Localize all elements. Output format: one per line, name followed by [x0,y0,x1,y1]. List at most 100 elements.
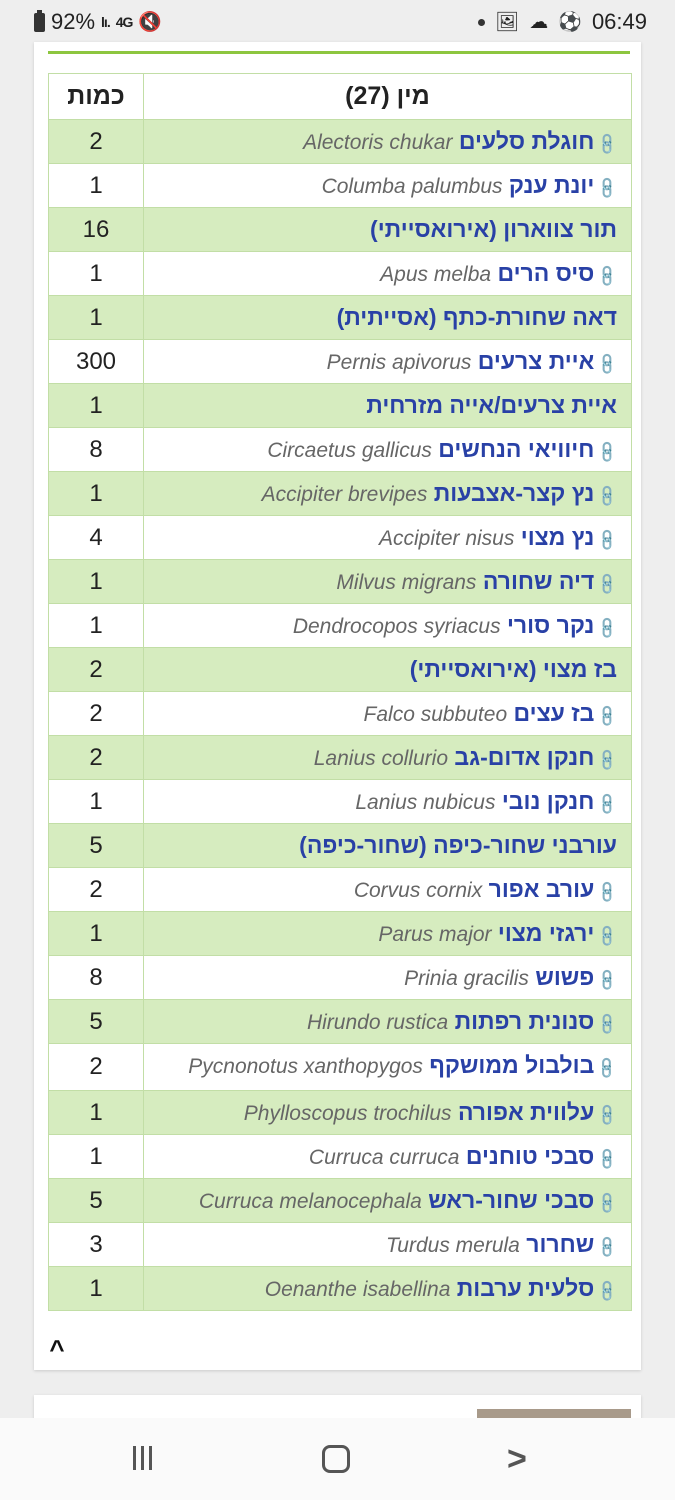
species-hebrew-name[interactable]: איית צרעים [477,348,595,374]
species-hebrew-name[interactable]: חיוויאי הנחשים [438,436,595,462]
species-latin-name: Hirundo rustica [306,1011,449,1034]
link-icon[interactable]: 🔗 [595,1234,621,1260]
species-hebrew-name[interactable]: בולבול ממושקף [429,1052,595,1078]
species-latin-name: Falco subbuteo [363,703,508,726]
link-icon[interactable]: 🔗 [595,131,621,157]
species-hebrew-name[interactable]: בז עצים [513,700,595,726]
quantity-cell: 3 [48,1222,144,1267]
quantity-cell: 1 [48,163,144,208]
species-cell: בז מצוי (אירואסייתי) [143,647,632,692]
link-icon[interactable]: 🔗 [595,967,621,993]
species-hebrew-name[interactable]: עלווית אפורה [457,1099,595,1125]
quantity-cell: 2 [48,735,144,780]
quantity-cell: 2 [48,867,144,912]
species-hebrew-name[interactable]: תור צווארון (אירואסייתי) [370,216,617,242]
species-hebrew-name[interactable]: סבכי שחור-ראש [428,1187,595,1213]
species-hebrew-name[interactable]: נקר סורי [506,612,595,638]
quantity-cell: 1 [48,1134,144,1179]
species-hebrew-name[interactable]: סלעית ערבות [456,1275,595,1301]
table-row: 🔗סבכי שחור-ראש Curruca melanocephala 5 [48,1178,632,1223]
table-row: 🔗בולבול ממושקף Pycnonotus xanthopygos 2 [48,1043,632,1091]
link-icon[interactable]: 🔗 [595,1102,621,1128]
species-hebrew-name[interactable]: איית צרעים/אייה מזרחית [366,392,617,418]
species-cell: 🔗סבכי טוחנים Curruca curruca [143,1134,632,1179]
species-hebrew-name[interactable]: בז מצוי (אירואסייתי) [409,656,617,682]
species-latin-name: Pycnonotus xanthopygos [188,1055,423,1078]
collapse-up-icon[interactable]: ^ [49,1334,65,1364]
link-icon[interactable]: 🔗 [595,923,621,949]
quantity-cell: 1 [48,383,144,428]
species-cell: 🔗סלעית ערבות Oenanthe isabellina [143,1266,632,1311]
species-column-header[interactable]: מין (27) [143,73,632,120]
species-hebrew-name[interactable]: סיס הרים [497,260,595,286]
link-icon[interactable]: 🔗 [595,439,621,465]
network-type: 4G [115,14,134,30]
link-icon[interactable]: 🔗 [595,1011,621,1037]
species-cell: 🔗חיוויאי הנחשים Circaetus gallicus [143,427,632,472]
species-hebrew-name[interactable]: דאה שחורת-כתף (אסייתית) [336,304,617,330]
table-row: 🔗נץ מצוי Accipiter nisus 4 [48,515,632,560]
species-hebrew-name[interactable]: סבכי טוחנים [465,1143,595,1169]
species-cell: 🔗פשוש Prinia gracilis [143,955,632,1000]
species-hebrew-name[interactable]: עורבני שחור-כיפה (שחור-כיפה) [299,832,617,858]
link-icon[interactable]: 🔗 [595,1278,621,1304]
species-cell: 🔗בז עצים Falco subbuteo [143,691,632,736]
species-hebrew-name[interactable]: חוגלת סלעים [458,128,595,154]
link-icon[interactable]: 🔗 [595,263,621,289]
table-row: 🔗דיה שחורה Milvus migrans 1 [48,559,632,604]
recent-apps-button[interactable] [133,1446,152,1470]
mute-icon: 🔇 [138,12,163,33]
species-hebrew-name[interactable]: חנקן אדום-גב [454,744,595,770]
link-icon[interactable]: 🔗 [595,1190,621,1216]
table-row: איית צרעים/אייה מזרחית 1 [48,383,632,428]
link-icon[interactable]: 🔗 [595,791,621,817]
quantity-cell: 1 [48,779,144,824]
quantity-cell: 300 [48,339,144,384]
species-cell: 🔗נץ קצר-אצבעות Accipiter brevipes [143,471,632,516]
quantity-cell: 1 [48,251,144,296]
species-latin-name: Curruca curruca [308,1146,460,1169]
table-row: 🔗נץ קצר-אצבעות Accipiter brevipes 1 [48,471,632,516]
link-icon[interactable]: 🔗 [595,703,621,729]
table-row: 🔗חיוויאי הנחשים Circaetus gallicus 8 [48,427,632,472]
species-hebrew-name[interactable]: שחרור [526,1231,595,1257]
species-hebrew-name[interactable]: יונת ענק [508,172,595,198]
species-hebrew-name[interactable]: דיה שחורה [482,568,595,594]
table-row: 🔗סבכי טוחנים Curruca curruca 1 [48,1134,632,1179]
link-icon[interactable]: 🔗 [595,351,621,377]
species-latin-name: Phylloscopus trochilus [243,1102,452,1125]
species-hebrew-name[interactable]: נץ קצר-אצבעות [433,480,595,506]
link-icon[interactable]: 🔗 [595,747,621,773]
link-icon[interactable]: 🔗 [595,615,621,641]
species-cell: 🔗חוגלת סלעים Alectoris chukar [143,119,632,164]
species-latin-name: Turdus merula [386,1234,520,1257]
link-icon[interactable]: 🔗 [595,175,621,201]
quantity-column-header[interactable]: כמות [48,73,144,120]
species-latin-name: Accipiter nisus [378,527,515,550]
species-hebrew-name[interactable]: עורב אפור [488,876,595,902]
checklist-card: מין (27) כמות 🔗חוגלת סלעים Alectoris chu… [34,42,641,1370]
species-cell: 🔗ירגזי מצוי Parus major [143,911,632,956]
species-hebrew-name[interactable]: חנקן נובי [501,788,595,814]
species-latin-name: Prinia gracilis [404,967,529,990]
species-cell: 🔗שחרור Turdus merula [143,1222,632,1267]
link-icon[interactable]: 🔗 [595,571,621,597]
species-hebrew-name[interactable]: נץ מצוי [520,524,595,550]
back-button[interactable]: > [507,1440,527,1478]
species-cell: 🔗איית צרעים Pernis apivorus [143,339,632,384]
link-icon[interactable]: 🔗 [595,483,621,509]
table-row: בז מצוי (אירואסייתי) 2 [48,647,632,692]
species-hebrew-name[interactable]: ירגזי מצוי [497,920,595,946]
link-icon[interactable]: 🔗 [595,879,621,905]
home-button[interactable] [322,1445,350,1473]
link-icon[interactable]: 🔗 [595,527,621,553]
table-row: 🔗עלווית אפורה Phylloscopus trochilus 1 [48,1090,632,1135]
species-hebrew-name[interactable]: פשוש [535,964,595,990]
table-row: 🔗חוגלת סלעים Alectoris chukar 2 [48,119,632,164]
species-latin-name: Oenanthe isabellina [264,1278,451,1301]
species-cell: 🔗נקר סורי Dendrocopos syriacus [143,603,632,648]
link-icon[interactable]: 🔗 [595,1146,621,1172]
species-hebrew-name[interactable]: סנונית רפתות [454,1008,595,1034]
table-row: דאה שחורת-כתף (אסייתית) 1 [48,295,632,340]
quantity-cell: 2 [48,119,144,164]
